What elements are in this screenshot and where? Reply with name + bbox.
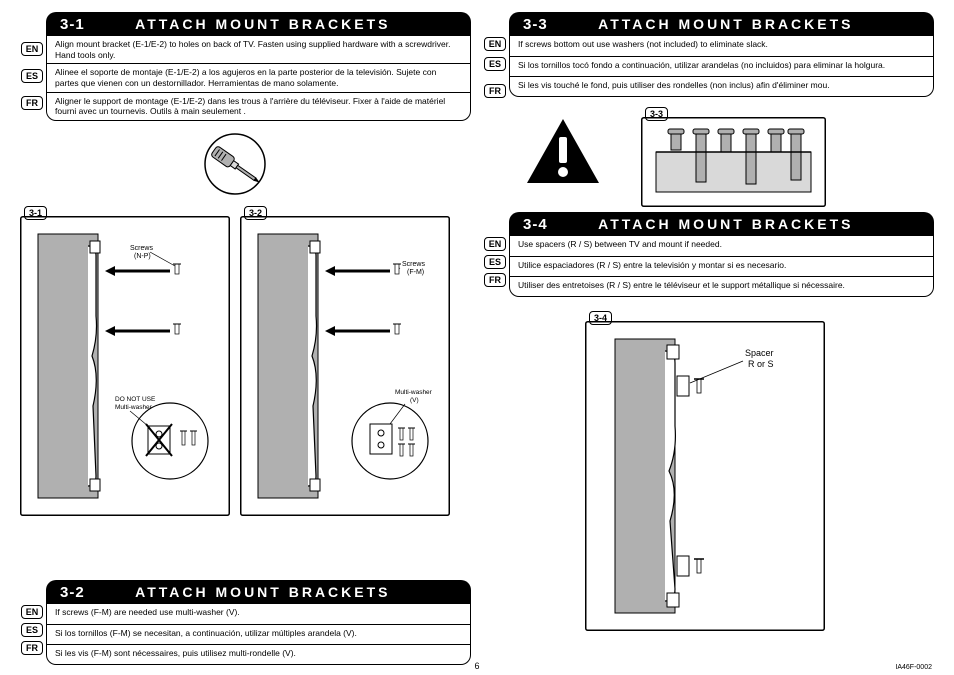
lang-tag-en: EN <box>21 605 43 619</box>
screws-np-label: Screws <box>130 245 153 252</box>
section-header-3-1: 3-1 ATTACH MOUNT BRACKETS <box>46 12 471 36</box>
screws-np-sub: (N-P) <box>134 253 151 260</box>
lang-tag-en: EN <box>484 237 506 251</box>
section-3-2: 3-2 ATTACH MOUNT BRACKETS EN If screws (… <box>46 580 471 665</box>
section-header-3-2: 3-2 ATTACH MOUNT BRACKETS <box>46 580 471 604</box>
step-number: 3-1 <box>60 16 85 33</box>
instruction-en: If screws (F-M) are needed use multi-was… <box>47 604 470 624</box>
figure-3-4: Spacer R or S <box>585 321 825 631</box>
page-number: 6 <box>474 661 479 671</box>
step-number: 3-3 <box>523 16 548 33</box>
step-number: 3-2 <box>60 584 85 601</box>
instruction-es: Utilice espaciadores (R / S) entre la te… <box>510 257 933 276</box>
figure-3-4-area: 3-4 Spacer <box>483 297 934 665</box>
instruction-es: Alinee el soporte de montaje (E-1/E-2) a… <box>47 64 470 91</box>
instruction-en: Align mount bracket (E-1/E-2) to holes o… <box>47 36 470 63</box>
figure-3-2: Screws (F-M) Multi-washer (V) <box>240 216 450 516</box>
diagram-area-left: 3-1 Screws (N-P) <box>20 121 471 576</box>
figure-3-1: Screws (N-P) DO NOT USE Multi-washer <box>20 216 230 516</box>
instruction-es: Si los tornillos tocó fondo a continuaci… <box>510 57 933 76</box>
lang-tag-fr: FR <box>484 84 506 98</box>
instruction-box: EN Use spacers (R / S) between TV and mo… <box>509 236 934 297</box>
instruction-fr: Utiliser des entretoises (R / S) entre l… <box>510 277 933 296</box>
figure-3-3 <box>641 117 826 207</box>
section-header-3-3: 3-3 ATTACH MOUNT BRACKETS <box>509 12 934 36</box>
screws-fm-label: Screws <box>402 261 425 268</box>
step-title: ATTACH MOUNT BRACKETS <box>572 16 880 32</box>
doc-code: IA46F-0002 <box>895 664 932 671</box>
instruction-box: EN If screws bottom out use washers (not… <box>509 36 934 97</box>
lang-tag-es: ES <box>21 623 43 637</box>
instruction-fr: Si les vis (F-M) sont nécessaires, puis … <box>47 645 470 664</box>
spacer-sub: R or S <box>748 359 774 369</box>
lang-tag-es: ES <box>484 57 506 71</box>
donot-label: DO NOT USE <box>115 396 156 403</box>
spacer-label: Spacer <box>745 348 774 358</box>
warning-row: 3-3 <box>483 97 934 212</box>
lang-tag-en: EN <box>21 42 43 56</box>
lang-tag-fr: FR <box>21 641 43 655</box>
multiwasher-label: Multi-washer <box>395 389 433 396</box>
warning-icon <box>523 115 603 190</box>
instruction-box: EN If screws (F-M) are needed use multi-… <box>46 604 471 665</box>
lang-tag-es: ES <box>21 69 43 83</box>
step-title: ATTACH MOUNT BRACKETS <box>109 16 417 32</box>
donot-sub: Multi-washer <box>115 404 153 411</box>
lang-tag-es: ES <box>484 255 506 269</box>
section-3-4: 3-4 ATTACH MOUNT BRACKETS EN Use spacers… <box>509 212 934 297</box>
section-3-1: 3-1 ATTACH MOUNT BRACKETS EN Align mount… <box>46 12 471 121</box>
step-number: 3-4 <box>523 216 548 233</box>
instruction-es: Si los tornillos (F-M) se necesitan, a c… <box>47 625 470 644</box>
instruction-fr: Si les vis touché le fond, puis utiliser… <box>510 77 933 96</box>
lang-tag-fr: FR <box>484 273 506 287</box>
screws-fm-sub: (F-M) <box>407 269 424 276</box>
lang-tag-fr: FR <box>21 96 43 110</box>
instruction-en: Use spacers (R / S) between TV and mount… <box>510 236 933 256</box>
lang-tag-en: EN <box>484 37 506 51</box>
instruction-en: If screws bottom out use washers (not in… <box>510 36 933 56</box>
instruction-box: EN Align mount bracket (E-1/E-2) to hole… <box>46 36 471 121</box>
section-3-3: 3-3 ATTACH MOUNT BRACKETS EN If screws b… <box>509 12 934 97</box>
screwdriver-icon <box>200 129 270 199</box>
section-header-3-4: 3-4 ATTACH MOUNT BRACKETS <box>509 212 934 236</box>
instruction-fr: Aligner le support de montage (E-1/E-2) … <box>47 93 470 120</box>
multiwasher-sub: (V) <box>410 397 419 404</box>
step-title: ATTACH MOUNT BRACKETS <box>109 584 417 600</box>
step-title: ATTACH MOUNT BRACKETS <box>572 216 880 232</box>
